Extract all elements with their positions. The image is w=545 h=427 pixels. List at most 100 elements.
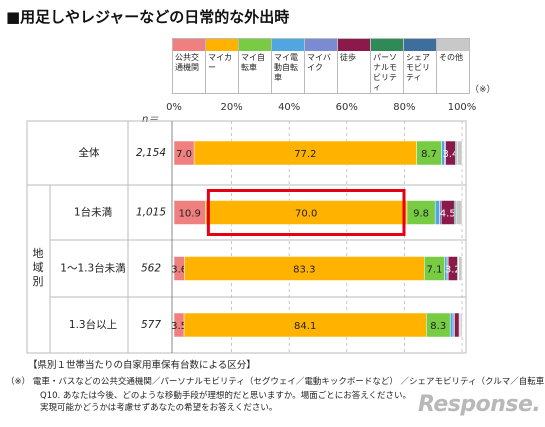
legend-entry: シェアモビリティ <box>404 39 437 93</box>
data-label: 8.7 <box>421 149 437 160</box>
bar-segment <box>445 140 456 166</box>
legend-label: シェアモビリティ <box>406 53 430 82</box>
data-label: 7.1 <box>427 265 443 276</box>
footnote-note: （※） 電車・バスなどの公共交通機関／パーソナルモビリティ（セグウェイ／電動キッ… <box>6 377 545 387</box>
question-note: 実現可能かどうかは考慮せずあなたの希望をお答えください。 <box>40 403 278 413</box>
bar-segment <box>183 312 427 338</box>
data-label: 9.8 <box>413 209 429 220</box>
bar-segment <box>193 140 417 166</box>
category-label: 1.3台以上 <box>69 318 117 331</box>
data-label: 10.9 <box>179 209 201 220</box>
bar-segment <box>453 200 456 225</box>
n-label: n＝ <box>142 114 159 125</box>
bar-segment <box>444 256 448 281</box>
legend-label: マイ電動自転車 <box>274 53 298 82</box>
data-label: 3.5 <box>171 321 187 332</box>
legend-swatch <box>338 39 370 51</box>
bar-segment <box>449 312 454 338</box>
category-label: 全体 <box>79 146 100 159</box>
legend-entry: マイ電動自転車 <box>272 39 305 93</box>
bar-segment <box>205 200 408 225</box>
bar-segment <box>459 312 461 338</box>
bar-segment <box>446 256 449 281</box>
legend-label: マイカー <box>208 53 232 72</box>
bar-segment <box>439 200 442 225</box>
legend-swatch <box>437 39 469 51</box>
bar-segment <box>460 312 463 338</box>
legend-entry: マイバイク <box>305 39 338 93</box>
data-label: 77.2 <box>294 149 316 160</box>
x-tick-label: 20% <box>220 102 243 113</box>
legend-entry: 徒歩 <box>338 39 371 93</box>
bar-segment <box>452 312 455 338</box>
legend-label: マイ自転車 <box>241 53 265 72</box>
data-label: 4.5 <box>440 209 456 220</box>
n-value: 1,015 <box>136 207 166 219</box>
legend-swatch <box>305 39 337 51</box>
data-label: 83.3 <box>293 265 315 276</box>
group-label-char: 地 <box>33 247 44 260</box>
footnote-header: 【県別１世帯当たりの自家用車保有台数による区分】 <box>28 360 256 371</box>
category-label: 1台未満 <box>74 206 113 219</box>
legend-label: パーソナルモビリティ <box>373 53 397 92</box>
bar-segment <box>455 140 457 166</box>
legend-entry: マイ自転車 <box>239 39 272 93</box>
legend-entry: 公共交通機関 <box>173 39 206 93</box>
legend-label: マイバイク <box>307 53 331 72</box>
bar-segment <box>406 200 436 225</box>
n-value: 577 <box>141 319 161 331</box>
group-label-char: 別 <box>33 275 44 288</box>
data-label: 7.0 <box>176 149 192 160</box>
x-tick-label: 40% <box>278 102 301 113</box>
data-label: 70.0 <box>295 209 317 220</box>
bar-segment <box>458 312 461 338</box>
bar-segment <box>184 256 425 281</box>
bar-segment <box>173 140 195 166</box>
bar-segment <box>434 200 440 225</box>
legend-swatch <box>371 39 403 51</box>
x-tick-label: 100% <box>447 102 477 113</box>
bar-segment <box>457 256 459 281</box>
n-value: 2,154 <box>136 147 166 159</box>
bar-segment <box>447 256 458 281</box>
bar-segment <box>454 312 460 338</box>
question-text: Q10. あなたは今後、どのような移動手段が理想的だと思いますか。場面ごとにお答… <box>40 391 411 401</box>
bar-segment <box>441 140 445 166</box>
page-title: ■用足しやレジャーなどの日常的な外出時 <box>6 8 290 26</box>
legend-entry: その他 <box>437 39 469 93</box>
x-tick-label: 80% <box>393 102 416 113</box>
bar-segment <box>416 140 442 166</box>
legend-entry: マイカー <box>206 39 239 93</box>
response-logo: Response. <box>418 392 541 417</box>
legend-swatch <box>239 39 271 51</box>
bar-segment <box>456 140 458 166</box>
legend-swatch <box>173 39 205 51</box>
bar-segment <box>424 256 445 281</box>
bar-segment <box>173 200 206 225</box>
bar-segment <box>444 140 446 166</box>
chart-legend: 公共交通機関 マイカー マイ自転車 マイ電動自転車 マイバイク 徒歩 パーソナルモビリティシ… <box>172 38 470 94</box>
x-tick-label: 0% <box>166 102 182 113</box>
legend-label: 公共交通機関 <box>175 53 199 72</box>
data-label: 84.1 <box>294 321 316 332</box>
data-label: 3.4 <box>443 149 459 160</box>
bar-segment <box>426 312 451 338</box>
category-label: 1～1.3台未満 <box>60 262 126 275</box>
x-tick-label: 60% <box>335 102 358 113</box>
bar-segment <box>456 200 463 225</box>
data-label: 3.6 <box>171 265 187 276</box>
bar-segment <box>173 256 185 281</box>
bar-segment <box>457 140 463 166</box>
bar-segment <box>458 256 463 281</box>
legend-swatch <box>206 39 238 51</box>
bar-segment <box>458 256 460 281</box>
legend-label: その他 <box>439 53 463 62</box>
n-value: 562 <box>141 263 161 275</box>
table-frame <box>26 120 467 354</box>
bar-segment <box>173 312 185 338</box>
legend-swatch <box>272 39 304 51</box>
data-label: 8.3 <box>430 321 446 332</box>
data-label: 3.2 <box>445 265 461 276</box>
group-label-char: 域 <box>33 261 44 274</box>
legend-swatch <box>404 39 436 51</box>
